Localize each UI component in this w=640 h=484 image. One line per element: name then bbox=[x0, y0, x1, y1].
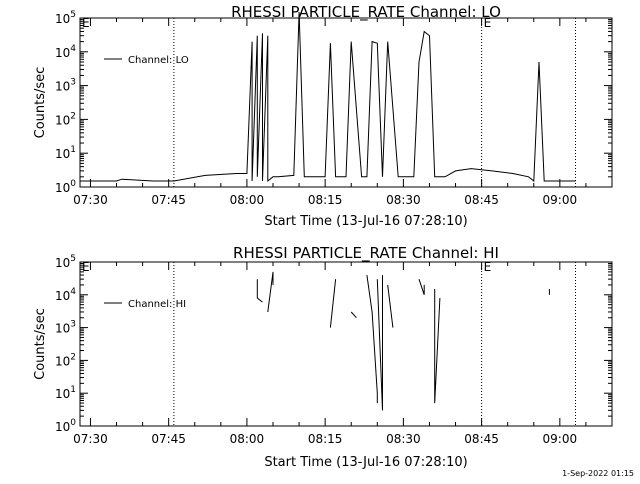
chart-title: RHESSI PARTICLE_RATE Channel: LO bbox=[231, 3, 501, 22]
y-axis-label: Counts/sec bbox=[33, 67, 48, 139]
x-tick-label: 08:45 bbox=[464, 432, 499, 446]
plot-frame bbox=[79, 17, 613, 188]
series-line-0-5 bbox=[376, 275, 383, 411]
marker-label: E bbox=[484, 260, 492, 274]
y-tick-label: 104 bbox=[55, 44, 76, 60]
legend-label: Channel: HI bbox=[128, 299, 186, 310]
series-line-0-7 bbox=[418, 279, 425, 295]
chart-panel-1: RHESSI PARTICLE_RATE Channel: HIE E07:30 0… bbox=[33, 244, 613, 470]
marker-label: E bbox=[484, 16, 492, 30]
x-axis-label: Start Time (13-Jul-16 07:28:10) bbox=[264, 214, 467, 229]
marker-label: E bbox=[82, 260, 90, 274]
x-tick-label: 08:00 bbox=[230, 193, 265, 207]
y-tick-label: 100 bbox=[55, 179, 76, 195]
x-tick-label: 08:30 bbox=[386, 193, 421, 207]
plot-frame bbox=[79, 261, 613, 427]
y-tick-label: 105 bbox=[55, 254, 76, 270]
x-tick-label: 08:45 bbox=[464, 193, 499, 207]
marker-label: E bbox=[82, 16, 90, 30]
series-line-0-1 bbox=[267, 271, 274, 313]
x-tick-label: 08:00 bbox=[230, 432, 265, 446]
x-tick-label: 07:30 bbox=[73, 432, 108, 446]
x-tick-label: 07:45 bbox=[151, 432, 186, 446]
y-tick-label: 101 bbox=[55, 145, 76, 161]
x-axis-label: Start Time (13-Jul-16 07:28:10) bbox=[264, 455, 467, 470]
x-tick-label: 08:15 bbox=[308, 193, 343, 207]
x-tick-label: 07:45 bbox=[151, 193, 186, 207]
x-tick-label: 08:30 bbox=[386, 432, 421, 446]
series-line-0-0 bbox=[80, 11, 576, 183]
y-tick-label: 103 bbox=[55, 78, 76, 94]
series-line-0-0 bbox=[256, 279, 263, 303]
timestamp-label: 1-Sep-2022 01:15 bbox=[562, 469, 634, 478]
chart-panel-0: RHESSI PARTICLE_RATE Channel: LOE E07:30 0… bbox=[33, 3, 613, 229]
x-tick-label: 07:30 bbox=[73, 193, 108, 207]
series-line-0-3 bbox=[350, 311, 357, 319]
series-line-0-2 bbox=[329, 279, 337, 328]
y-tick-label: 105 bbox=[55, 10, 76, 26]
y-tick-label: 103 bbox=[55, 320, 76, 336]
x-tick-label: 08:15 bbox=[308, 432, 343, 446]
series-line-0-8 bbox=[434, 289, 441, 404]
y-tick-label: 101 bbox=[55, 385, 76, 401]
series-line-0-6 bbox=[387, 284, 394, 328]
series-line-0-4 bbox=[366, 275, 378, 404]
y-axis-label: Counts/sec bbox=[33, 308, 48, 380]
chart-title: RHESSI PARTICLE_RATE Channel: HI bbox=[233, 244, 499, 263]
legend-label: Channel: LO bbox=[128, 55, 189, 66]
y-tick-label: 102 bbox=[55, 111, 76, 127]
x-tick-label: 09:00 bbox=[543, 432, 578, 446]
y-tick-label: 100 bbox=[55, 418, 76, 434]
y-tick-label: 104 bbox=[55, 287, 76, 303]
y-tick-label: 102 bbox=[55, 352, 76, 368]
x-tick-label: 09:00 bbox=[543, 193, 578, 207]
